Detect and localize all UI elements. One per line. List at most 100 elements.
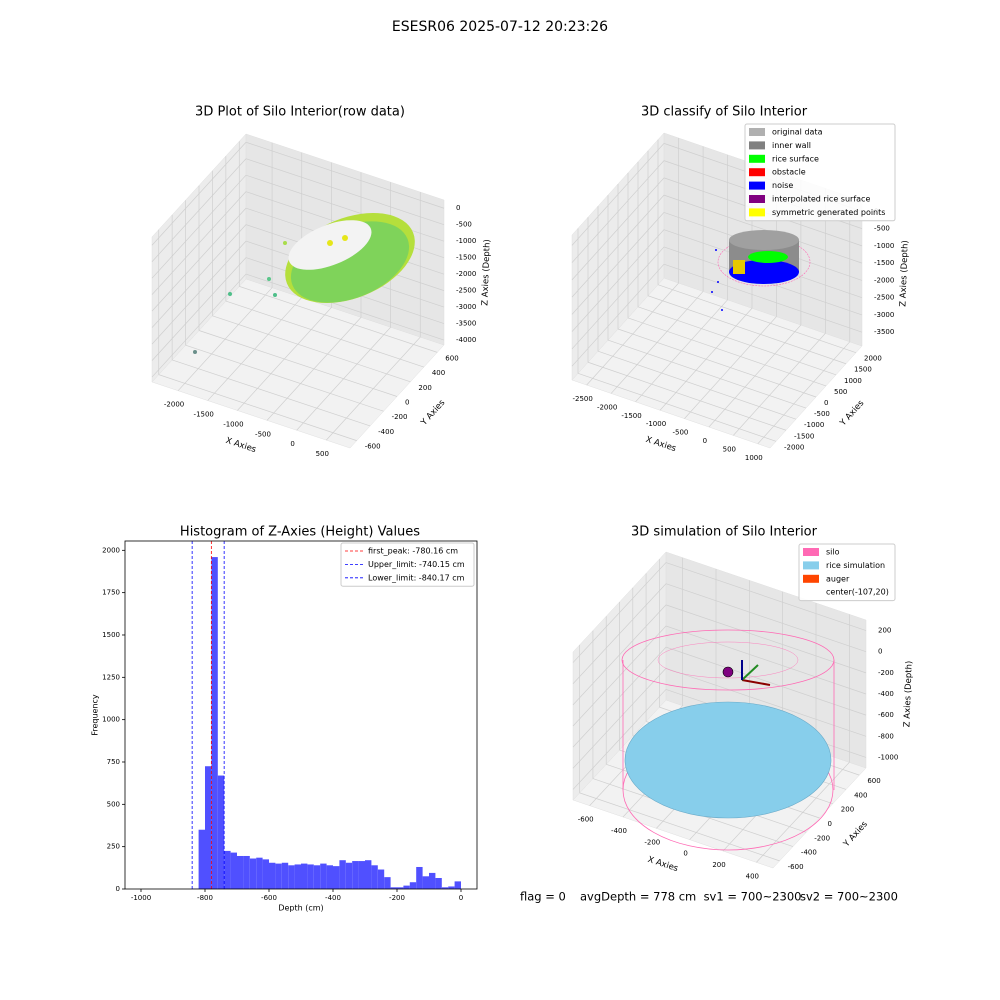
y-tick-label: -200 <box>392 413 408 421</box>
y-tick-label: 600 <box>867 777 880 785</box>
point <box>273 293 277 297</box>
bar <box>429 872 436 889</box>
grid-line <box>245 141 445 209</box>
grid-line <box>172 359 371 427</box>
bar <box>397 887 404 889</box>
bar <box>262 859 269 889</box>
bar <box>365 860 372 889</box>
grid-line <box>151 142 247 246</box>
x-axis-label: Depth (cm) <box>278 904 323 913</box>
y-tick-label: 500 <box>834 388 847 396</box>
status-text: avgDepth = 778 cm sv1 = 700~2300 <box>580 890 801 904</box>
x-tick-label: 500 <box>723 445 736 453</box>
y-tick-label: -400 <box>378 428 394 436</box>
y-tick-label: -1000 <box>804 421 824 429</box>
grid-line <box>657 284 857 353</box>
point <box>327 240 333 246</box>
y-axis-label: Frequency <box>91 694 100 736</box>
legend-label: noise <box>772 181 793 190</box>
z-tick-label: -2500 <box>874 294 894 302</box>
chart-title: 3D simulation of Silo Interior <box>631 525 818 540</box>
y-tick-label: -500 <box>814 410 830 418</box>
z-tick-label: -1500 <box>456 254 476 262</box>
point <box>228 292 232 296</box>
grid-line <box>665 583 867 653</box>
point <box>283 241 287 245</box>
legend-swatch <box>749 168 765 177</box>
legend-label: interpolated rice surface <box>772 195 870 204</box>
bar <box>205 766 212 889</box>
grid-line <box>571 229 665 332</box>
legend-label: center(-107,20) <box>826 588 889 597</box>
center-marker <box>722 666 734 678</box>
chart-title: Histogram of Z-Axies (Height) Values <box>180 525 420 540</box>
bar <box>294 864 301 889</box>
grid-line <box>151 191 247 295</box>
legend-label: Lower_limit: -840.17 cm <box>368 573 465 582</box>
legend-swatch <box>749 195 765 203</box>
grid-line <box>665 604 867 674</box>
z-tick-label: 200 <box>878 627 891 635</box>
bar <box>313 865 321 889</box>
bar <box>230 852 237 889</box>
grid-line <box>572 625 667 727</box>
z-tick-label: -3000 <box>874 311 894 319</box>
bar <box>352 861 359 889</box>
bar <box>211 557 218 889</box>
legend-label: first_peak: -780.16 cm <box>368 547 458 556</box>
grid-line <box>665 646 867 716</box>
grid-line <box>577 373 777 442</box>
bar <box>384 877 391 889</box>
bar <box>333 866 340 889</box>
x-tick-label: -1500 <box>194 411 214 419</box>
status-text: flag = 0 <box>520 890 566 904</box>
legend-label: silo <box>826 548 840 557</box>
x-tick-label: -600 <box>578 816 594 824</box>
y-tick-label: 400 <box>432 369 445 377</box>
y-tick-label: 1000 <box>844 377 862 385</box>
x-tick-label: 0 <box>290 440 294 448</box>
auger-axis <box>741 664 759 681</box>
legend-box <box>340 542 475 587</box>
bar <box>339 860 346 889</box>
y-tick-label: 0 <box>824 399 828 407</box>
x-tick-label: 500 <box>316 450 329 458</box>
y-tick-label: 600 <box>445 354 458 362</box>
legend-label: rice surface <box>772 154 819 163</box>
z-tick-label: -200 <box>878 669 894 677</box>
bar <box>288 865 295 889</box>
legend-swatch <box>749 181 765 190</box>
grid-line <box>212 315 411 383</box>
z-tick-label: -4000 <box>456 336 476 344</box>
grid-line <box>239 286 438 353</box>
grid-line <box>607 339 807 409</box>
chart-title: 3D Plot of Silo Interior(row data) <box>195 105 405 120</box>
y-tick-label: 1000 <box>102 716 120 724</box>
legend-swatch <box>803 561 819 570</box>
bar <box>237 855 244 889</box>
point <box>721 309 723 311</box>
y-tick-label: -1500 <box>794 432 814 440</box>
z-tick-label: -500 <box>874 225 890 233</box>
grid-line <box>571 263 665 367</box>
point <box>267 277 271 281</box>
y-tick-label: -2000 <box>784 443 804 451</box>
grid-line <box>151 174 247 279</box>
bar <box>454 881 461 889</box>
overlay-layer: 3D Plot of Silo Interior(row data) 3D cla… <box>180 105 898 904</box>
y-tick-label: -400 <box>801 849 817 857</box>
x-tick-label: -2500 <box>572 395 592 403</box>
grid-line <box>572 562 667 663</box>
grid-line <box>151 158 247 262</box>
grid-line <box>572 689 667 790</box>
grid-line <box>571 212 665 315</box>
legend-swatch <box>803 548 819 556</box>
bar <box>345 862 353 889</box>
raw-point-cloud <box>193 213 415 354</box>
legend-label: Upper_limit: -740.15 cm <box>368 560 465 569</box>
grid-line <box>571 194 665 298</box>
z-tick-label: 0 <box>456 204 460 212</box>
z-tick-label: -1000 <box>456 237 476 245</box>
bar <box>217 775 225 889</box>
